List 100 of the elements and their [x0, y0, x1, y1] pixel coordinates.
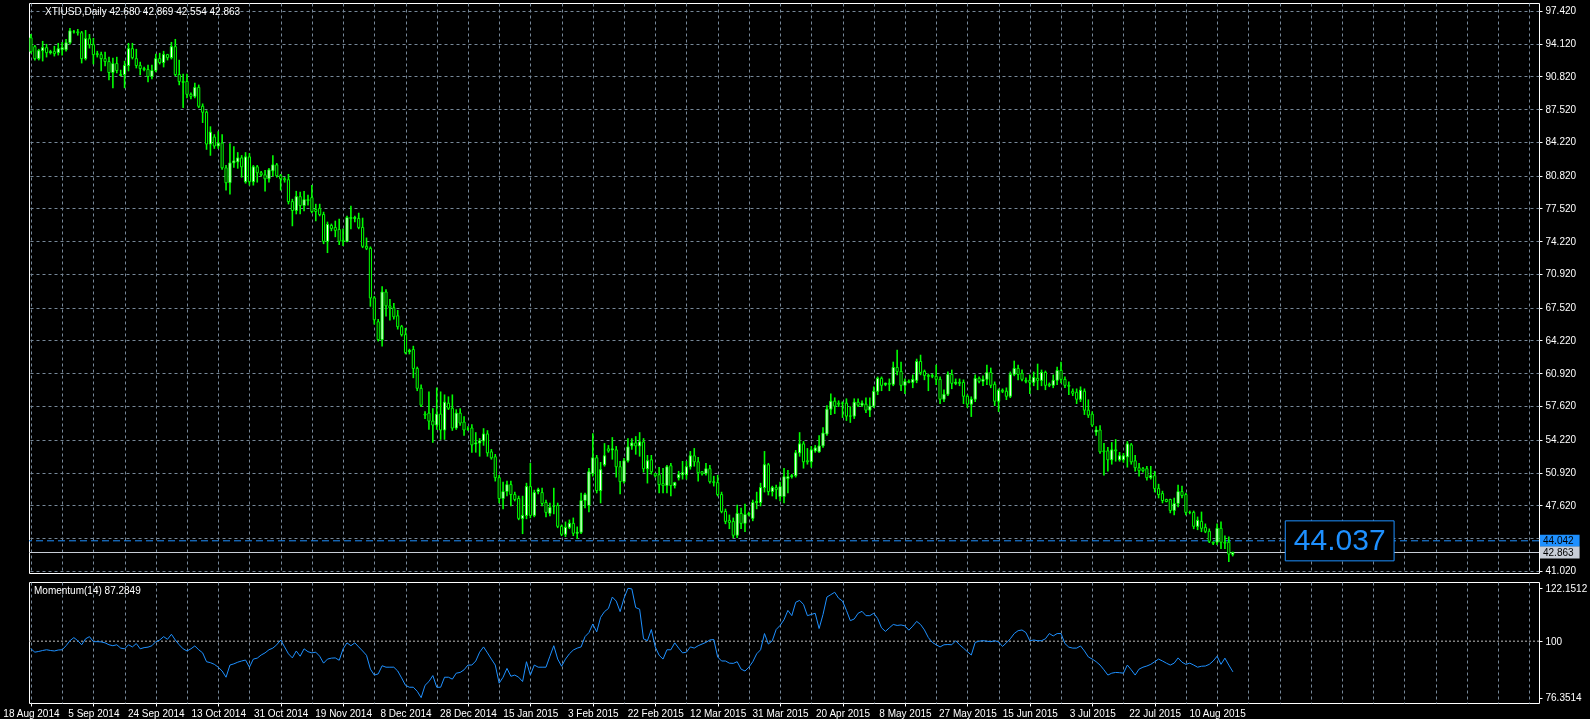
x-tick-label: 12 Mar 2015	[690, 707, 747, 719]
candlestick	[60, 41, 64, 56]
y-tick-label: 97.420	[1545, 5, 1577, 17]
candlestick	[1125, 441, 1129, 468]
y-tick-label: 94.120	[1545, 38, 1577, 50]
candlestick	[915, 358, 919, 384]
candlestick	[1036, 363, 1040, 391]
candlestick	[774, 484, 778, 500]
y-tick-label: 87.520	[1545, 103, 1577, 115]
y-tick-label: 57.620	[1545, 400, 1577, 412]
candlestick	[961, 379, 966, 404]
candlestick	[1227, 536, 1231, 562]
x-tick-label: 27 May 2015	[938, 707, 998, 719]
x-tick-label: 20 Apr 2015	[816, 707, 871, 719]
x-tick-label: 18 Aug 2014	[3, 707, 60, 719]
candlestick	[41, 40, 45, 62]
candlestick	[1199, 511, 1204, 533]
candlestick	[669, 462, 673, 497]
candlestick	[1059, 361, 1063, 384]
candlestick	[294, 190, 298, 215]
candlestick	[599, 461, 603, 504]
candlestick	[782, 467, 786, 504]
candlestick	[1067, 381, 1071, 396]
y-tick-label: 122.1512	[1545, 582, 1588, 594]
candlestick	[1215, 523, 1219, 545]
y-tick-label: 47.620	[1545, 499, 1577, 511]
candlestick	[99, 51, 103, 72]
candlestick	[786, 469, 790, 494]
candlestick	[661, 467, 665, 494]
candlestick	[337, 218, 341, 246]
y-tick-label: 54.220	[1545, 434, 1577, 446]
y-tick-label: 67.520	[1545, 302, 1577, 314]
candlestick	[1028, 374, 1032, 395]
candlestick	[111, 57, 115, 89]
ref-line-label: 44.042	[1543, 534, 1575, 546]
candlestick	[454, 409, 458, 430]
x-tick-label: 10 Aug 2015	[1189, 707, 1247, 719]
x-tick-label: 8 May 2015	[879, 707, 933, 719]
candlestick	[485, 430, 490, 457]
candlestick	[126, 42, 131, 72]
candlestick	[985, 364, 989, 386]
y-tick-label: 74.220	[1545, 235, 1577, 247]
candlestick	[657, 466, 661, 494]
candlestick	[91, 37, 95, 65]
ref-line-label: 42.863	[1543, 546, 1575, 558]
x-tick-label: 5 Sep 2014	[68, 707, 120, 719]
x-tick-label: 3 Feb 2015	[568, 707, 620, 719]
candlestick	[1106, 447, 1110, 472]
candlestick	[470, 424, 474, 453]
candlestick	[665, 464, 669, 494]
x-tick-label: 22 Feb 2015	[627, 707, 685, 719]
candlestick	[240, 155, 244, 178]
y-tick-label: 90.820	[1545, 70, 1577, 82]
candlestick	[228, 143, 232, 195]
x-tick-label: 31 Oct 2014	[253, 707, 309, 719]
candlestick	[997, 388, 1001, 412]
x-tick-label: 22 Jul 2015	[1129, 707, 1182, 719]
y-tick-label: 76.3514	[1545, 692, 1583, 704]
candlestick	[423, 411, 427, 419]
x-tick-label: 28 Dec 2014	[440, 707, 498, 719]
candlestick	[844, 398, 848, 421]
candlestick	[1114, 439, 1118, 462]
candlestick	[833, 397, 837, 414]
candlestick	[197, 84, 201, 109]
line-series	[30, 587, 1234, 699]
x-tick-label: 15 Jan 2015	[503, 707, 559, 719]
y-tick-label: 41.020	[1545, 565, 1577, 577]
candlestick	[84, 30, 88, 61]
candlestick	[302, 190, 306, 212]
x-tick-label: 15 Jun 2015	[1002, 707, 1059, 719]
candlestick	[361, 217, 365, 249]
candlestick	[1153, 470, 1157, 493]
y-tick-label: 84.220	[1545, 136, 1577, 148]
x-tick-label: 13 Oct 2014	[191, 707, 247, 719]
candlestick	[532, 489, 536, 518]
candlestick	[801, 441, 806, 469]
candlestick	[809, 446, 813, 468]
y-tick-label: 100	[1545, 635, 1563, 647]
candlestick	[450, 394, 454, 431]
y-tick-label: 60.920	[1545, 367, 1577, 379]
candlestick	[602, 443, 607, 467]
candlestick	[735, 504, 739, 539]
candlestick	[1219, 521, 1223, 549]
x-tick-label: 19 Nov 2014	[315, 707, 373, 719]
candlestick	[403, 327, 408, 355]
candlestick	[517, 495, 521, 521]
y-tick-label: 64.220	[1545, 334, 1577, 346]
x-tick-label: 31 Mar 2015	[752, 707, 810, 719]
candlestick	[509, 480, 513, 507]
y-tick-label: 80.820	[1545, 170, 1577, 182]
y-tick-label: 77.520	[1545, 202, 1577, 214]
candlestick	[439, 391, 443, 440]
candlestick	[731, 517, 735, 539]
x-tick-label: 8 Dec 2014	[380, 707, 433, 719]
candlestick	[743, 503, 747, 533]
candlestick	[501, 481, 505, 510]
candlestick	[634, 436, 638, 455]
candlestick	[263, 170, 267, 192]
x-tick-label: 24 Sep 2014	[127, 707, 186, 719]
y-tick-label: 70.920	[1545, 268, 1577, 280]
